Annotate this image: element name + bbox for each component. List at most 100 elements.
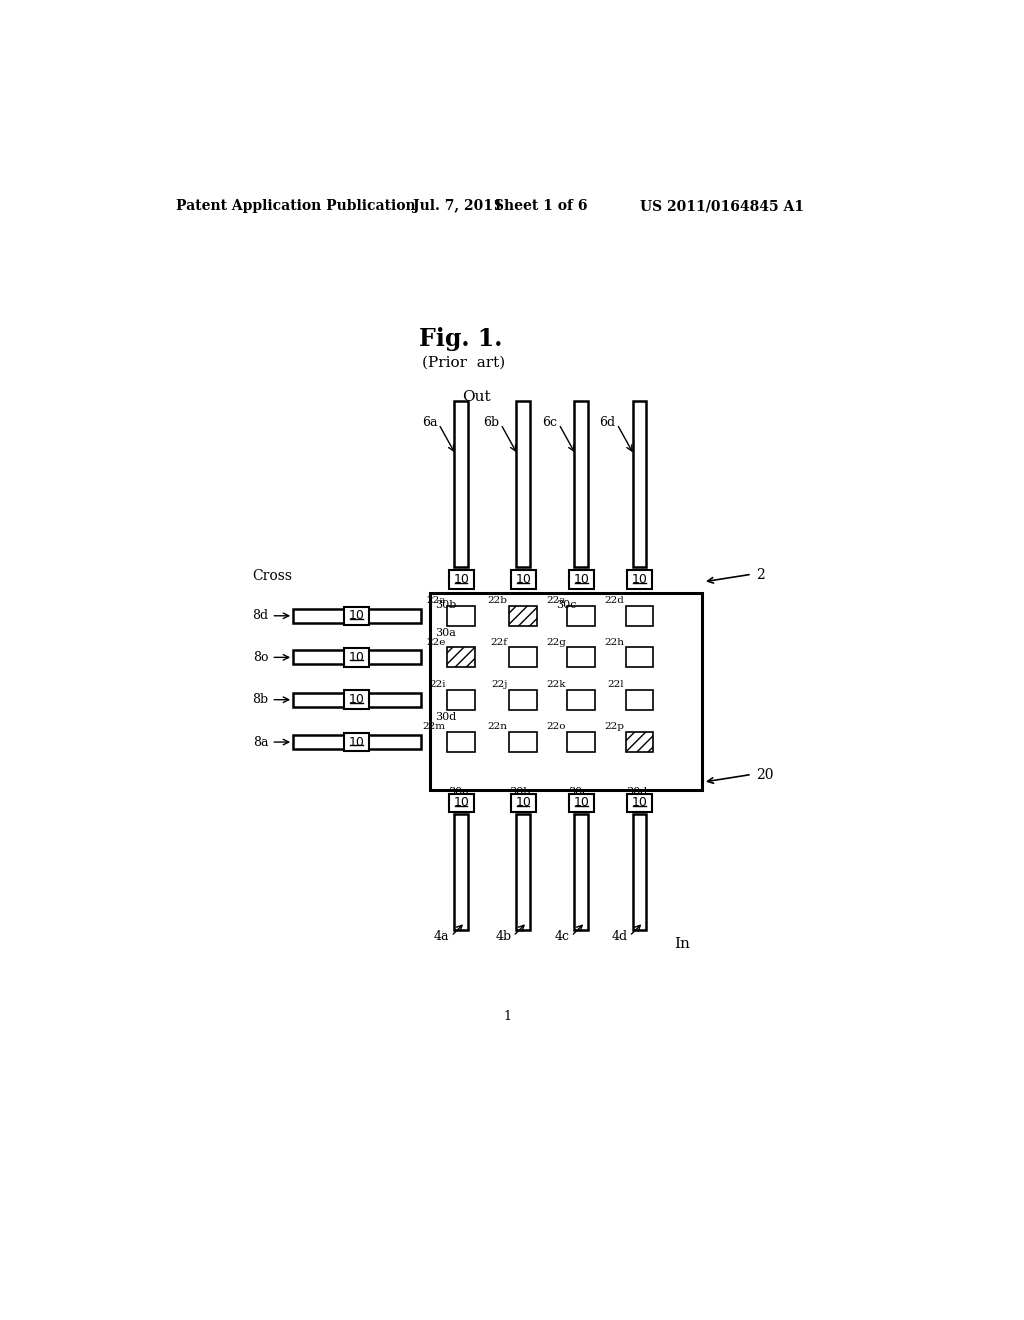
Bar (449, 570, 474, 589)
Text: 30c: 30c (556, 599, 577, 610)
Text: 30a: 30a (447, 787, 469, 797)
Text: 10: 10 (632, 573, 647, 586)
Bar (574, 401, 589, 566)
Bar (455, 814, 468, 929)
Bar (293, 735, 421, 748)
Bar (509, 647, 538, 668)
Bar (569, 793, 594, 812)
Text: 22a: 22a (426, 597, 445, 605)
Text: (Prior  art): (Prior art) (422, 355, 505, 370)
Text: 22f: 22f (490, 638, 508, 647)
Bar (627, 793, 652, 812)
Text: 22h: 22h (604, 638, 624, 647)
Text: 30d: 30d (626, 787, 647, 797)
Bar (567, 733, 595, 752)
Text: Patent Application Publication: Patent Application Publication (176, 199, 416, 213)
Bar (449, 793, 474, 812)
Text: 30b: 30b (510, 787, 530, 797)
Bar (344, 607, 369, 626)
Bar (447, 733, 475, 752)
Text: 10: 10 (349, 610, 365, 622)
Bar (626, 733, 653, 752)
Bar (574, 814, 589, 929)
Bar (516, 401, 530, 566)
Bar (430, 594, 701, 789)
Bar (293, 609, 421, 623)
Text: 10: 10 (573, 796, 590, 809)
Text: 22e: 22e (426, 638, 445, 647)
Text: 4b: 4b (496, 931, 512, 944)
Bar (447, 606, 475, 626)
Bar (344, 648, 369, 667)
Bar (626, 689, 653, 710)
Text: Out: Out (462, 391, 490, 404)
Text: 10: 10 (632, 796, 647, 809)
Bar (509, 606, 538, 626)
Text: 20: 20 (756, 768, 773, 783)
Text: 30b: 30b (435, 599, 457, 610)
Bar (293, 651, 421, 664)
Text: 10: 10 (515, 796, 531, 809)
Text: 22j: 22j (492, 680, 508, 689)
Text: 6d: 6d (599, 416, 615, 429)
Bar (567, 689, 595, 710)
Text: 4c: 4c (555, 931, 569, 944)
Bar (627, 570, 652, 589)
Text: 8d: 8d (252, 610, 268, 622)
Text: 2: 2 (756, 568, 765, 582)
Text: 30c: 30c (568, 787, 589, 797)
Bar (447, 647, 475, 668)
Bar (455, 401, 468, 566)
Text: 8o: 8o (253, 651, 268, 664)
Text: 22m: 22m (423, 722, 445, 731)
Text: 22k: 22k (547, 680, 566, 689)
Text: 22g: 22g (546, 638, 566, 647)
Bar (293, 693, 421, 706)
Text: 22o: 22o (547, 722, 566, 731)
Bar (567, 606, 595, 626)
Bar (516, 814, 530, 929)
Bar (509, 689, 538, 710)
Text: 22i: 22i (429, 680, 445, 689)
Text: Jul. 7, 2011: Jul. 7, 2011 (414, 199, 503, 213)
Text: 30d: 30d (435, 711, 456, 722)
Text: 22l: 22l (607, 680, 624, 689)
Text: 6c: 6c (543, 416, 557, 429)
Text: Fig. 1.: Fig. 1. (419, 327, 502, 351)
Bar (567, 647, 595, 668)
Bar (509, 733, 538, 752)
Text: In: In (675, 937, 690, 950)
Text: 1: 1 (504, 1010, 512, 1023)
Text: 4d: 4d (611, 931, 628, 944)
Bar (626, 647, 653, 668)
Text: 8a: 8a (253, 735, 268, 748)
Bar (447, 689, 475, 710)
Text: 22a: 22a (547, 597, 566, 605)
Text: 22d: 22d (604, 597, 624, 605)
Text: 10: 10 (349, 735, 365, 748)
Text: US 2011/0164845 A1: US 2011/0164845 A1 (640, 199, 804, 213)
Text: 10: 10 (515, 573, 531, 586)
Text: 30a: 30a (435, 628, 456, 638)
Bar (569, 570, 594, 589)
Text: 10: 10 (454, 573, 469, 586)
Bar (344, 690, 369, 709)
Text: 22b: 22b (487, 597, 508, 605)
Text: 10: 10 (349, 651, 365, 664)
Bar (344, 733, 369, 751)
Text: 4a: 4a (434, 931, 450, 944)
Text: Cross: Cross (252, 569, 292, 582)
Bar (633, 814, 646, 929)
Bar (511, 570, 536, 589)
Bar (626, 606, 653, 626)
Bar (633, 401, 646, 566)
Text: 22n: 22n (487, 722, 508, 731)
Text: 6a: 6a (422, 416, 437, 429)
Bar (511, 793, 536, 812)
Text: 8b: 8b (252, 693, 268, 706)
Text: 10: 10 (349, 693, 365, 706)
Text: 10: 10 (573, 573, 590, 586)
Text: 10: 10 (454, 796, 469, 809)
Text: Sheet 1 of 6: Sheet 1 of 6 (494, 199, 588, 213)
Text: 6b: 6b (483, 416, 500, 429)
